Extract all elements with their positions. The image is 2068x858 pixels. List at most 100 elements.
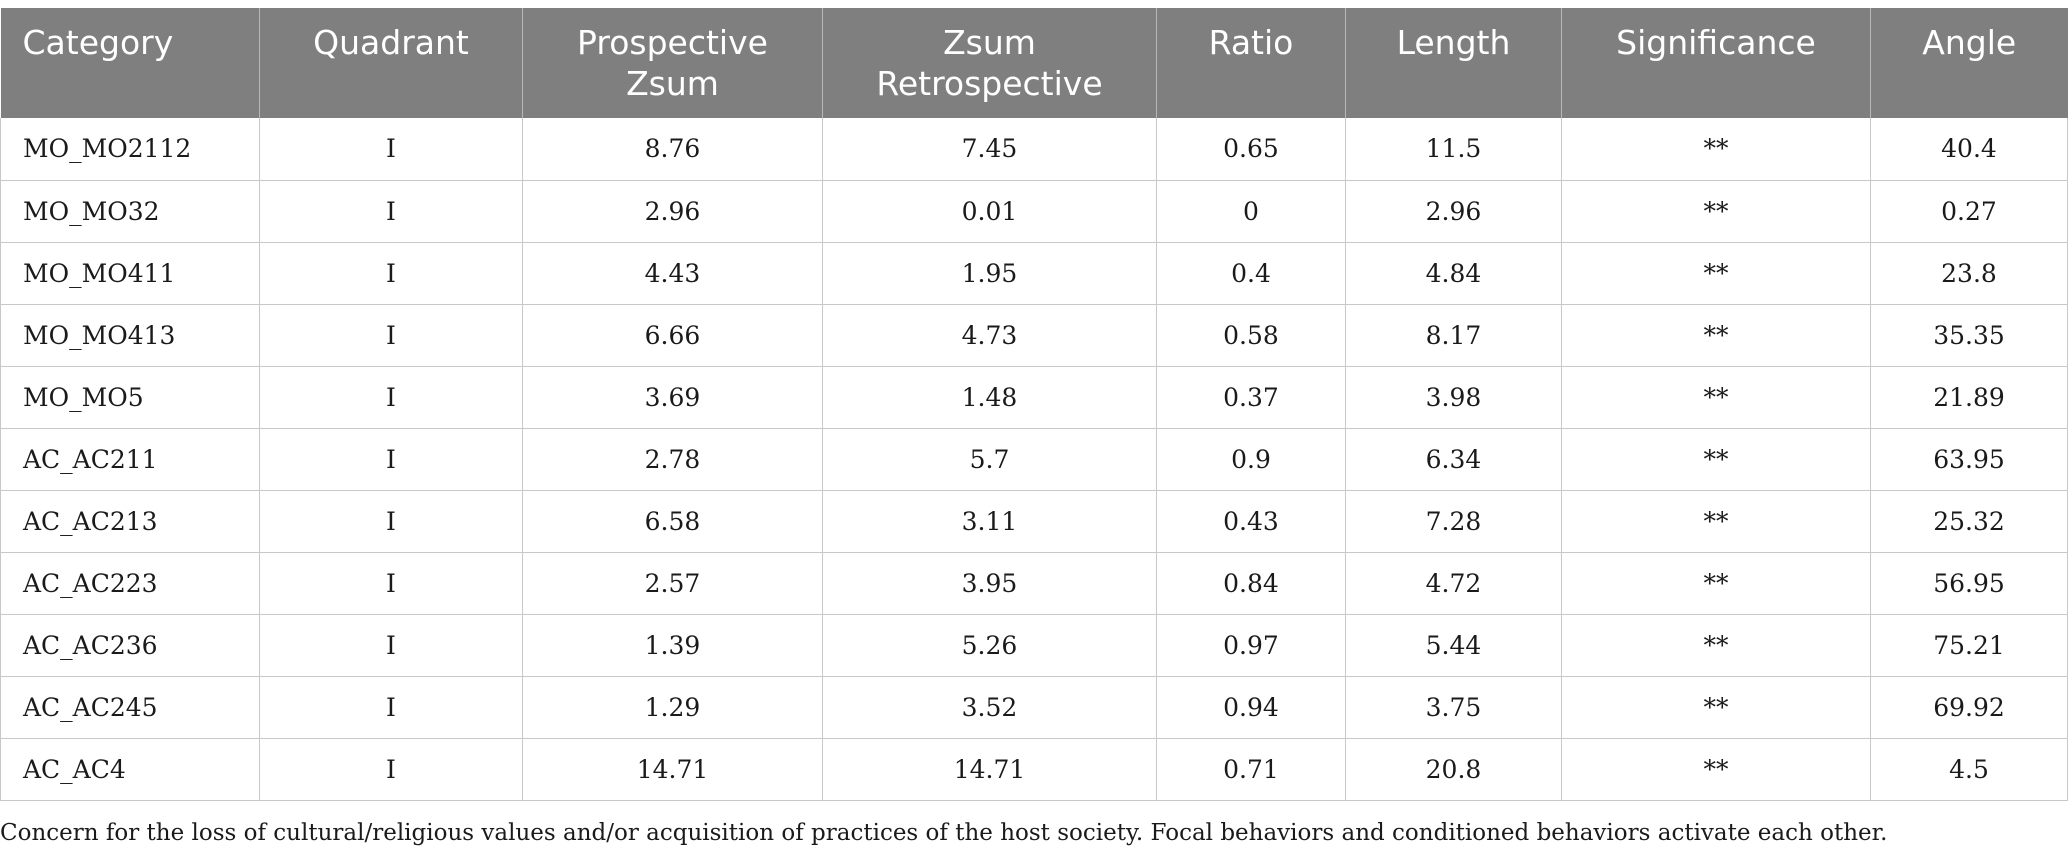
cell-quadrant: I: [259, 242, 523, 305]
table-row: AC_AC236 I 1.39 5.26 0.97 5.44 ** 75.21: [0, 614, 2068, 677]
cell-length: 5.44: [1345, 614, 1562, 677]
header-row: Category Quadrant Prospective Zsum Zsum Retro…: [0, 8, 2068, 118]
cell-prospective-zsum: 4.43: [522, 242, 823, 305]
cell-angle: 40.4: [1870, 118, 2068, 181]
cell-length: 6.34: [1345, 428, 1562, 491]
cell-quadrant: I: [259, 490, 523, 553]
cell-zsum-retrospective: 14.71: [822, 738, 1157, 801]
cell-zsum-retrospective: 3.11: [822, 490, 1157, 553]
cell-prospective-zsum: 6.66: [522, 304, 823, 367]
column-header-ratio: Ratio: [1156, 8, 1346, 118]
cell-prospective-zsum: 14.71: [522, 738, 823, 801]
column-header-length: Length: [1345, 8, 1562, 118]
cell-category: MO_MO5: [0, 366, 260, 429]
table-row: AC_AC245 I 1.29 3.52 0.94 3.75 ** 69.92: [0, 676, 2068, 739]
cell-length: 4.84: [1345, 242, 1562, 305]
column-header-prospective-zsum: Prospective Zsum: [522, 8, 823, 118]
cell-significance: **: [1561, 614, 1871, 677]
cell-length: 3.98: [1345, 366, 1562, 429]
cell-significance: **: [1561, 242, 1871, 305]
cell-category: AC_AC236: [0, 614, 260, 677]
column-header-zsum-retrospective: Zsum Retrospective: [822, 8, 1157, 118]
cell-angle: 4.5: [1870, 738, 2068, 801]
cell-significance: **: [1561, 738, 1871, 801]
table-row: AC_AC4 I 14.71 14.71 0.71 20.8 ** 4.5: [0, 738, 2068, 801]
cell-ratio: 0.94: [1156, 676, 1346, 739]
cell-quadrant: I: [259, 180, 523, 243]
cell-quadrant: I: [259, 304, 523, 367]
table-row: AC_AC223 I 2.57 3.95 0.84 4.72 ** 56.95: [0, 552, 2068, 615]
cell-significance: **: [1561, 552, 1871, 615]
cell-ratio: 0.65: [1156, 118, 1346, 181]
table-row: MO_MO32 I 2.96 0.01 0 2.96 ** 0.27: [0, 180, 2068, 243]
cell-ratio: 0.43: [1156, 490, 1346, 553]
cell-angle: 35.35: [1870, 304, 2068, 367]
cell-category: MO_MO413: [0, 304, 260, 367]
cell-length: 4.72: [1345, 552, 1562, 615]
data-table-container: Category Quadrant Prospective Zsum Zsum Retro…: [0, 8, 2068, 801]
cell-angle: 25.32: [1870, 490, 2068, 553]
cell-quadrant: I: [259, 118, 523, 181]
column-header-significance: Significance: [1561, 8, 1871, 118]
table-row: MO_MO2112 I 8.76 7.45 0.65 11.5 ** 40.4: [0, 118, 2068, 181]
table-row: MO_MO413 I 6.66 4.73 0.58 8.17 ** 35.35: [0, 304, 2068, 367]
cell-zsum-retrospective: 5.7: [822, 428, 1157, 491]
cell-angle: 75.21: [1870, 614, 2068, 677]
data-table: Category Quadrant Prospective Zsum Zsum Retro…: [0, 8, 2068, 801]
cell-angle: 21.89: [1870, 366, 2068, 429]
cell-angle: 0.27: [1870, 180, 2068, 243]
cell-category: AC_AC4: [0, 738, 260, 801]
cell-ratio: 0.97: [1156, 614, 1346, 677]
cell-angle: 23.8: [1870, 242, 2068, 305]
cell-ratio: 0.58: [1156, 304, 1346, 367]
cell-length: 2.96: [1345, 180, 1562, 243]
cell-prospective-zsum: 8.76: [522, 118, 823, 181]
column-header-category: Category: [0, 8, 260, 118]
cell-prospective-zsum: 1.39: [522, 614, 823, 677]
cell-category: AC_AC213: [0, 490, 260, 553]
table-row: AC_AC213 I 6.58 3.11 0.43 7.28 ** 25.32: [0, 490, 2068, 553]
cell-zsum-retrospective: 0.01: [822, 180, 1157, 243]
cell-significance: **: [1561, 490, 1871, 553]
table-body: MO_MO2112 I 8.76 7.45 0.65 11.5 ** 40.4 MO_MO32 I…: [0, 118, 2068, 801]
cell-ratio: 0: [1156, 180, 1346, 243]
cell-category: AC_AC211: [0, 428, 260, 491]
cell-length: 8.17: [1345, 304, 1562, 367]
cell-zsum-retrospective: 3.95: [822, 552, 1157, 615]
table-row: MO_MO411 I 4.43 1.95 0.4 4.84 ** 23.8: [0, 242, 2068, 305]
cell-significance: **: [1561, 428, 1871, 491]
cell-length: 20.8: [1345, 738, 1562, 801]
cell-prospective-zsum: 2.57: [522, 552, 823, 615]
cell-length: 3.75: [1345, 676, 1562, 739]
cell-zsum-retrospective: 1.48: [822, 366, 1157, 429]
cell-ratio: 0.37: [1156, 366, 1346, 429]
cell-prospective-zsum: 2.96: [522, 180, 823, 243]
cell-length: 11.5: [1345, 118, 1562, 181]
cell-angle: 56.95: [1870, 552, 2068, 615]
cell-category: MO_MO32: [0, 180, 260, 243]
cell-ratio: 0.84: [1156, 552, 1346, 615]
cell-significance: **: [1561, 366, 1871, 429]
cell-length: 7.28: [1345, 490, 1562, 553]
cell-zsum-retrospective: 1.95: [822, 242, 1157, 305]
cell-angle: 69.92: [1870, 676, 2068, 739]
cell-prospective-zsum: 1.29: [522, 676, 823, 739]
cell-ratio: 0.71: [1156, 738, 1346, 801]
cell-category: MO_MO411: [0, 242, 260, 305]
cell-prospective-zsum: 6.58: [522, 490, 823, 553]
cell-category: AC_AC223: [0, 552, 260, 615]
cell-quadrant: I: [259, 676, 523, 739]
cell-quadrant: I: [259, 614, 523, 677]
table-header: Category Quadrant Prospective Zsum Zsum Retro…: [0, 8, 2068, 118]
cell-category: MO_MO2112: [0, 118, 260, 181]
table-row: MO_MO5 I 3.69 1.48 0.37 3.98 ** 21.89: [0, 366, 2068, 429]
cell-category: AC_AC245: [0, 676, 260, 739]
cell-significance: **: [1561, 118, 1871, 181]
table-footnote: Concern for the loss of cultural/religio…: [0, 820, 1888, 846]
cell-significance: **: [1561, 676, 1871, 739]
cell-quadrant: I: [259, 428, 523, 491]
cell-zsum-retrospective: 3.52: [822, 676, 1157, 739]
cell-zsum-retrospective: 5.26: [822, 614, 1157, 677]
cell-ratio: 0.4: [1156, 242, 1346, 305]
cell-prospective-zsum: 2.78: [522, 428, 823, 491]
